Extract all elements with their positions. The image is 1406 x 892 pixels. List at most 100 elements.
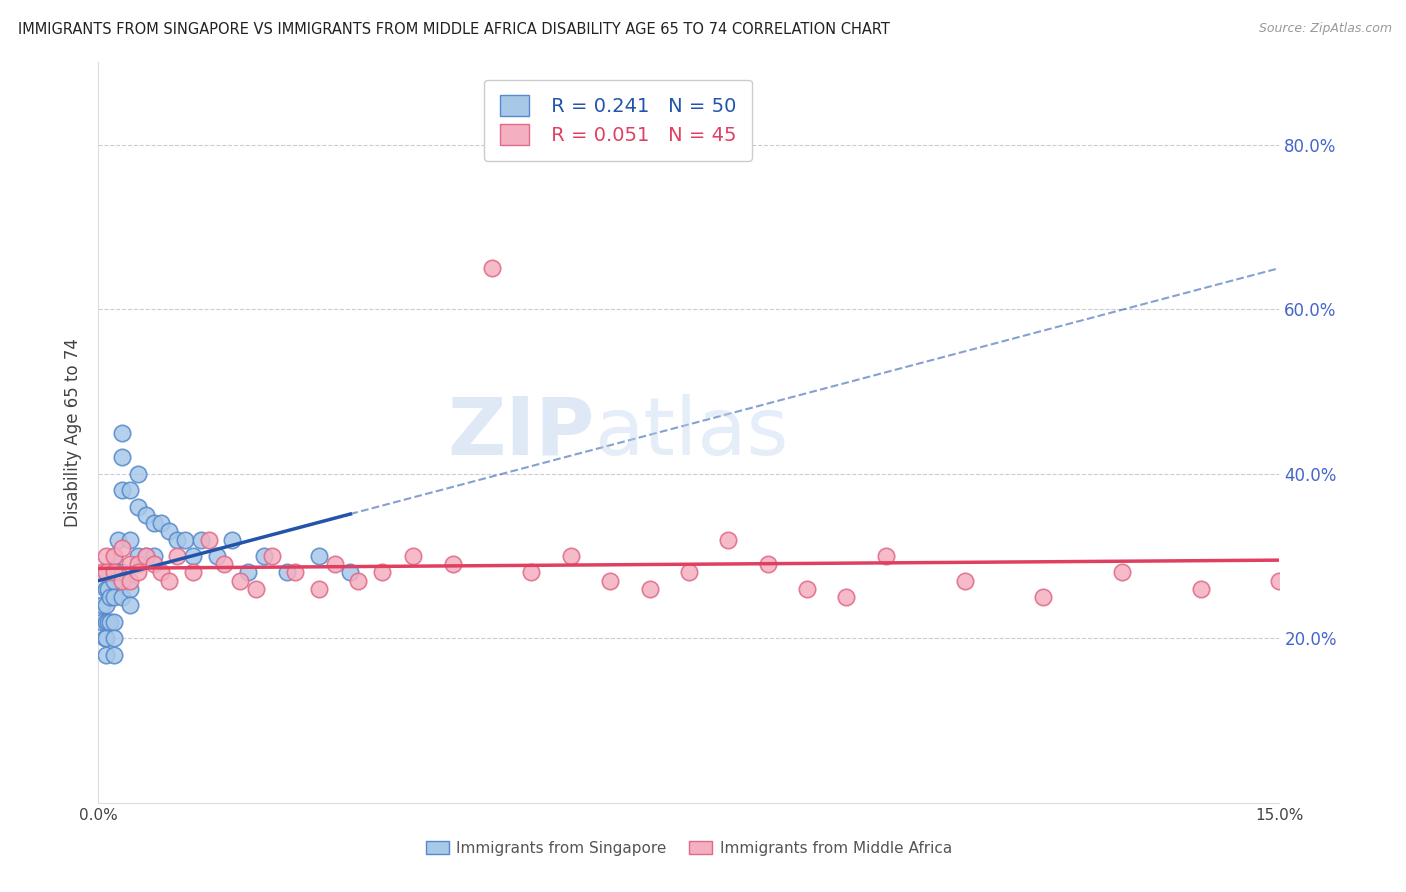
Point [135,549,157,563]
Point [205,549,228,563]
Point [135,508,157,522]
Point [796,582,818,596]
Point [166,533,188,547]
Text: Source: ZipAtlas.com: Source: ZipAtlas.com [1258,22,1392,36]
Point [111,566,134,580]
Point [253,549,276,563]
Point [118,533,141,547]
Point [91,566,114,580]
Point [214,558,236,572]
Point [260,549,283,563]
Point [98,615,121,629]
Point [166,549,188,563]
Point [953,574,976,588]
Point [103,648,125,662]
Point [157,574,180,588]
Point [221,533,243,547]
Point [181,549,204,563]
Point [103,549,125,563]
Point [103,590,125,604]
Point [93,632,115,646]
Point [97,582,120,596]
Point [103,566,125,580]
Point [276,566,298,580]
Point [150,516,173,530]
Point [441,558,464,572]
Text: atlas: atlas [595,393,789,472]
Point [103,615,125,629]
Point [142,549,165,563]
Point [142,516,165,530]
Point [91,599,114,613]
Point [91,615,114,629]
Point [98,566,121,580]
Point [678,566,700,580]
Point [560,549,582,563]
Point [323,558,346,572]
Point [835,590,858,604]
Point [111,425,134,440]
Point [111,590,134,604]
Point [190,533,212,547]
Point [96,615,118,629]
Point [1189,582,1212,596]
Point [97,615,120,629]
Legend: Immigrants from Singapore, Immigrants from Middle Africa: Immigrants from Singapore, Immigrants fr… [419,835,959,862]
Point [118,582,141,596]
Point [142,558,165,572]
Point [308,582,330,596]
Point [308,549,330,563]
Point [157,524,180,539]
Point [96,566,118,580]
Point [96,582,118,596]
Point [118,483,141,498]
Point [371,566,394,580]
Point [402,549,425,563]
Point [638,582,661,596]
Point [96,648,118,662]
Point [103,574,125,588]
Point [103,632,125,646]
Point [875,549,897,563]
Point [284,566,307,580]
Point [481,261,503,276]
Point [236,566,259,580]
Text: ZIP: ZIP [447,393,595,472]
Point [127,500,149,514]
Point [107,533,129,547]
Point [111,450,134,465]
Point [111,574,134,588]
Point [118,574,141,588]
Point [96,632,118,646]
Point [98,590,121,604]
Point [1111,566,1133,580]
Point [245,582,267,596]
Point [339,566,361,580]
Point [96,549,118,563]
Point [127,549,149,563]
Point [599,574,621,588]
Point [520,566,543,580]
Point [127,558,149,572]
Point [107,566,129,580]
Point [96,599,118,613]
Text: IMMIGRANTS FROM SINGAPORE VS IMMIGRANTS FROM MIDDLE AFRICA DISABILITY AGE 65 TO : IMMIGRANTS FROM SINGAPORE VS IMMIGRANTS … [18,22,890,37]
Point [127,467,149,481]
Point [127,566,149,580]
Point [118,558,141,572]
Point [111,483,134,498]
Point [347,574,370,588]
Point [717,533,740,547]
Point [229,574,252,588]
Point [118,599,141,613]
Y-axis label: Disability Age 65 to 74: Disability Age 65 to 74 [65,338,83,527]
Point [111,541,134,555]
Point [150,566,173,580]
Point [135,549,157,563]
Point [1032,590,1054,604]
Point [181,566,204,580]
Point [197,533,219,547]
Point [103,549,125,563]
Point [1268,574,1291,588]
Point [174,533,197,547]
